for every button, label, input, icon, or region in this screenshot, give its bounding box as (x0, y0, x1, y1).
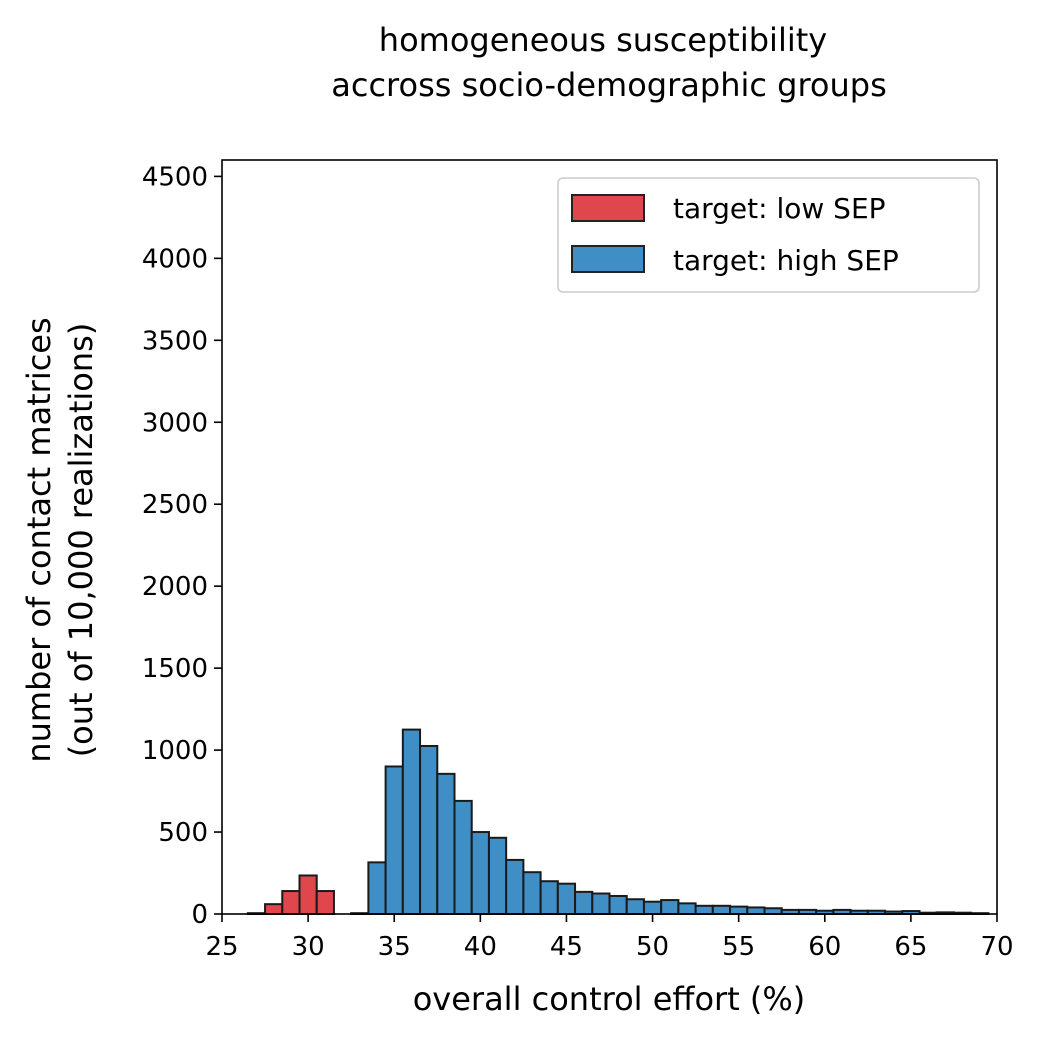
y-axis: 0 500 1000 1500 2000 2500 3000 3500 4000 4500 (142, 162, 222, 930)
histogram-bar-high-sep (608, 894, 628, 915)
plot-frame (221, 159, 998, 915)
y-tick-label: 2500 (142, 490, 208, 520)
legend-swatch-high-sep (571, 245, 645, 273)
histogram-bar-high-sep (539, 880, 559, 915)
x-tick-label: 60 (808, 932, 841, 962)
y-tick-label: 4500 (142, 162, 208, 192)
histogram-bar-high-sep (642, 900, 663, 916)
y-tick-label: 1500 (142, 654, 208, 684)
y-axis-label-line-1: number of contact matrices (20, 317, 58, 762)
chart-title: homogeneous susceptibility accross socio… (331, 21, 886, 104)
histogram-bar-high-sep (453, 799, 473, 916)
histogram-bar-high-sep (591, 892, 611, 916)
x-axis-label: overall control effort (%) (413, 980, 806, 1018)
histogram-bar-high-sep (384, 765, 404, 915)
histogram-bar-high-sep (763, 907, 783, 916)
histogram-bar-high-sep (746, 906, 766, 916)
y-tick-label: 3000 (142, 408, 208, 438)
histogram-bar-high-sep (729, 905, 749, 915)
histogram-bar-high-sep (556, 882, 577, 915)
chart-title-line-2: accross socio-demographic groups (331, 66, 886, 104)
x-tick-label: 40 (464, 932, 497, 962)
histogram-bar-high-sep (711, 904, 732, 915)
y-tick-label: 0 (191, 900, 208, 930)
x-tick-label: 30 (292, 932, 325, 962)
histogram-bar-high-sep (694, 904, 714, 915)
x-tick-label: 70 (980, 932, 1013, 962)
y-tick-label: 3500 (142, 326, 208, 356)
y-axis-label: number of contact matrices (out of 10,00… (20, 317, 100, 762)
histogram-bar-high-sep (436, 772, 456, 915)
histogram-bar-high-sep (522, 871, 542, 916)
histogram-bar-high-sep (660, 899, 680, 916)
bars-layer (246, 728, 990, 916)
x-tick-label: 50 (636, 932, 669, 962)
histogram-bar-high-sep (574, 890, 594, 915)
x-tick-label: 35 (378, 932, 411, 962)
histogram-bar-low-sep (281, 890, 301, 915)
x-tick-label: 25 (205, 932, 238, 962)
legend-box (557, 177, 980, 293)
histogram-bar-high-sep (401, 728, 422, 915)
histogram-bar-low-sep (315, 890, 335, 915)
histogram-bar-high-sep (625, 898, 645, 915)
histogram-bar-high-sep (367, 861, 387, 915)
y-tick-label: 1000 (142, 736, 208, 766)
legend-swatch-low-sep (571, 194, 645, 222)
histogram-bar-high-sep (505, 858, 525, 915)
y-tick-label: 500 (158, 818, 208, 848)
histogram-bar-high-sep (677, 902, 697, 915)
x-tick-label: 45 (550, 932, 583, 962)
histogram-bar-low-sep (264, 903, 284, 915)
y-tick-label: 2000 (142, 572, 208, 602)
histogram-bar-high-sep (470, 831, 490, 915)
x-tick-label: 55 (722, 932, 755, 962)
x-tick-label: 65 (894, 932, 927, 962)
y-tick-label: 4000 (142, 244, 208, 274)
legend-label-low-sep: target: low SEP (673, 192, 886, 225)
legend-label-high-sep: target: high SEP (673, 244, 899, 277)
histogram-bar-low-sep (298, 874, 318, 915)
legend: target: low SEP target: high SEP (557, 177, 980, 293)
chart-title-line-1: homogeneous susceptibility (379, 21, 827, 59)
histogram-bar-high-sep (487, 836, 508, 916)
histogram-bar-high-sep (419, 744, 439, 915)
y-axis-label-line-2: (out of 10,000 realizations) (62, 323, 100, 758)
x-axis: 25 30 35 40 45 50 55 60 65 70 (205, 914, 1014, 962)
